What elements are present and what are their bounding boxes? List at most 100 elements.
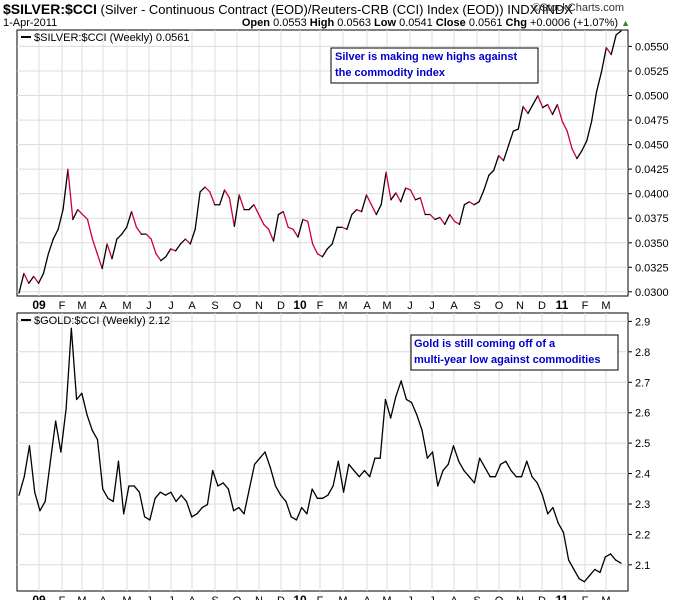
silver-x-tick-label: S [473, 300, 480, 312]
gold-line-segment [494, 463, 502, 478]
silver-line-segment [267, 228, 275, 242]
gold-line-segment [384, 398, 392, 419]
gold-line-segment [410, 401, 418, 416]
silver-line-segment [507, 130, 514, 147]
silver-x-tick-label: 11 [556, 298, 569, 312]
silver-x-tick-label: A [363, 300, 371, 312]
silver-y-tick-label: 0.0350 [635, 238, 669, 250]
gold-line-segment [379, 398, 387, 459]
silver-line-segment [409, 189, 417, 201]
silver-line-segment [532, 95, 539, 106]
gold-line-segment [49, 420, 57, 462]
silver-line-segment [57, 208, 64, 230]
gold-line-segment [149, 497, 156, 521]
gold-x-tick-label: A [99, 595, 107, 600]
gold-line-segment [253, 457, 261, 466]
gold-line-segment [112, 460, 120, 503]
gold-line-segment [91, 429, 99, 441]
gold-line-segment [238, 506, 245, 515]
silver-x-tick-label: M [338, 300, 347, 312]
gold-line-segment [547, 506, 554, 515]
gold-y-tick-label: 2.7 [635, 377, 650, 389]
gold-line-segment [191, 513, 198, 518]
gold-line-segment [458, 460, 465, 472]
silver-x-tick-label: M [77, 300, 86, 312]
gold-line-segment [123, 485, 130, 515]
silver-line-segment [219, 189, 226, 206]
gold-line-segment [154, 491, 161, 499]
silver-x-tick-label: D [277, 300, 285, 312]
silver-line-segment [248, 204, 255, 211]
silver-x-tick-label: O [495, 300, 504, 312]
silver-line-segment [444, 213, 451, 225]
gold-line-segment [321, 494, 329, 499]
gold-y-tick-label: 2.4 [635, 469, 650, 481]
gold-y-tick-label: 2.3 [635, 499, 650, 511]
gold-line-segment [133, 485, 141, 493]
gold-line-segment [484, 466, 491, 478]
gold-line-segment [60, 408, 67, 453]
silver-line-segment [307, 220, 314, 245]
silver-line-segment [28, 275, 35, 284]
silver-x-tick-label: S [211, 300, 218, 312]
silver-panel: 0.0550 0.0525 0.0500 0.0475 0.0450 0.0425 0.04… [16, 29, 669, 312]
silver-line-segment [458, 204, 466, 225]
silver-line-segment [199, 186, 206, 193]
gold-y-tick-label: 2.5 [635, 438, 650, 450]
gold-y-tick-label: 2.9 [635, 316, 650, 328]
gold-line-segment [159, 491, 167, 496]
gold-y-tick-label: 2.2 [635, 529, 650, 541]
silver-line-segment [453, 220, 461, 225]
gold-line-segment [473, 457, 481, 484]
silver-line-segment [522, 105, 529, 115]
silver-line-segment [204, 186, 211, 193]
gold-line-segment [86, 414, 93, 432]
gold-line-segment [431, 451, 439, 487]
gold-line-segment [573, 568, 580, 580]
quote-bar: Open 0.0553 High 0.0563 Low 0.0541 Close… [242, 17, 630, 29]
silver-line-segment [483, 174, 490, 191]
gold-x-tick-label: J [429, 595, 435, 600]
gold-line-segment [212, 469, 219, 487]
silver-line-segment [287, 226, 294, 230]
silver-line-segment [18, 272, 25, 294]
silver-line-segment [272, 213, 280, 242]
silver-y-tick-label: 0.0375 [635, 213, 669, 225]
gold-line-segment [531, 476, 538, 484]
silver-line-segment [351, 208, 358, 216]
gold-line-segment [102, 488, 109, 499]
silver-y-tick-label: 0.0450 [635, 140, 669, 152]
gold-x-tick-label: D [277, 595, 285, 600]
silver-line-segment [297, 218, 304, 238]
silver-line-segment [81, 213, 89, 221]
silver-line-segment [605, 47, 612, 56]
gold-x-tick-label: 11 [556, 593, 569, 600]
silver-line-segment [37, 272, 45, 284]
silver-line-segment [86, 218, 94, 240]
symbol-description: (Silver - Continuous Contract (EOD)/Reut… [100, 2, 573, 17]
silver-line-segment [194, 191, 201, 230]
high-label: High [309, 17, 335, 29]
silver-line-segment [170, 248, 177, 252]
silver-line-segment [414, 197, 421, 201]
gold-line-segment [28, 445, 36, 493]
silver-line-segment [282, 210, 289, 228]
silver-line-segment [160, 256, 167, 262]
silver-line-segment [42, 253, 50, 275]
gold-line-segment [405, 398, 413, 404]
silver-line-segment [385, 171, 392, 201]
up-arrow-icon: ▲ [621, 18, 630, 28]
silver-x-tick-label: F [317, 300, 324, 312]
silver-line-segment [292, 228, 299, 238]
gold-line-segment [185, 500, 193, 518]
silver-line-segment [331, 226, 338, 245]
silver-line-segment [312, 243, 319, 255]
gold-x-tick-label: A [188, 595, 196, 600]
silver-line-segment [184, 238, 191, 245]
gold-line-segment [499, 460, 507, 466]
silver-line-segment [209, 191, 216, 206]
chart-date: 1-Apr-2011 [3, 17, 58, 29]
silver-line-segment [189, 228, 196, 245]
silver-line-segment [449, 213, 456, 223]
silver-y-tick-label: 0.0525 [635, 66, 669, 78]
